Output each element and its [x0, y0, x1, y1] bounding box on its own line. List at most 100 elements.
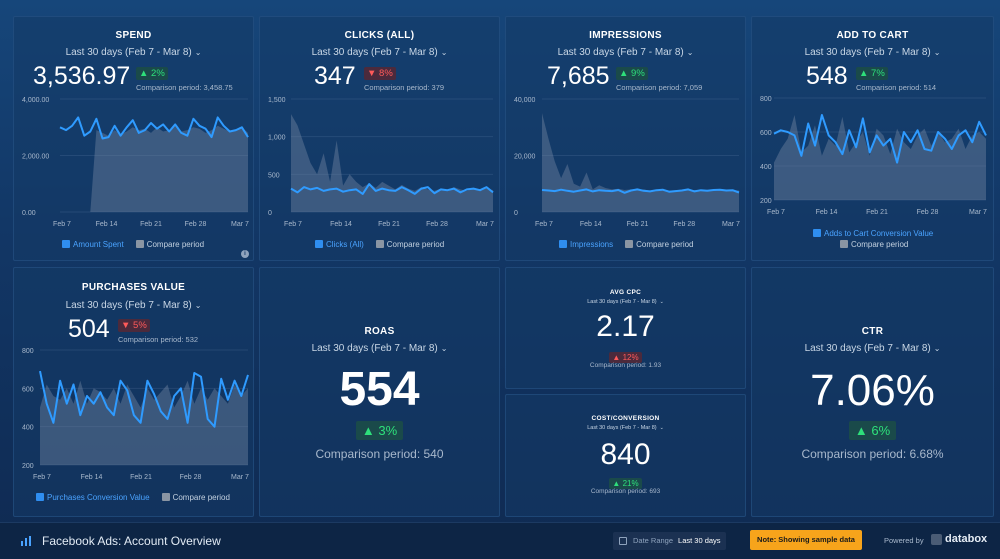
spend-comparison: Comparison period: 3,458.75	[136, 83, 233, 92]
checkbox-checked-icon[interactable]	[375, 240, 384, 248]
y-tick-label: 600	[22, 386, 34, 393]
add-to-cart-change-badge: ▲ 7%	[856, 67, 888, 80]
series-line[interactable]	[773, 114, 987, 164]
avg-cpc-change-badge: ▲ 12%	[609, 352, 642, 363]
avg-cpc-range-dropdown[interactable]: Last 30 days (Feb 7 - Mar 8) ⌄	[506, 299, 745, 305]
x-tick-label: Feb 28	[185, 221, 207, 228]
purchases-range-dropdown[interactable]: Last 30 days (Feb 7 - Mar 8) ⌄	[14, 300, 253, 311]
clicks-range-dropdown[interactable]: Last 30 days (Feb 7 - Mar 8) ⌄	[260, 47, 499, 58]
chevron-down-icon: ⌄	[659, 299, 664, 305]
checkbox-checked-icon[interactable]	[62, 240, 70, 248]
legend-series-clicks[interactable]: Clicks (All)	[326, 240, 364, 249]
legend-series-compare[interactable]: Compare period	[386, 240, 445, 249]
x-tick-label: Feb 14	[330, 221, 352, 228]
roas-range-label: Last 30 days (Feb 7 - Mar 8)	[311, 343, 438, 354]
y-tick-label: 40,000	[514, 97, 536, 104]
x-tick-label: Feb 7	[33, 474, 51, 481]
y-tick-label: 400	[760, 164, 772, 171]
checkbox-checked-icon[interactable]	[625, 240, 634, 248]
checkbox-checked-icon[interactable]	[36, 493, 44, 501]
avg-cpc-tile: AVG CPC Last 30 days (Feb 7 - Mar 8) ⌄ 2.…	[505, 267, 746, 389]
add-to-cart-legend-b: Compare period	[840, 240, 908, 249]
spend-legend: Amount Spent Compare period	[62, 240, 204, 249]
series-line[interactable]	[541, 188, 740, 194]
y-tick-label: 500	[268, 172, 280, 179]
x-tick-label: Feb 14	[96, 221, 118, 228]
legend-series-compare[interactable]: Compare period	[172, 493, 230, 502]
x-tick-label: Feb 28	[426, 221, 448, 228]
legend-series-amount-spent[interactable]: Amount Spent	[73, 240, 124, 249]
roas-comparison: Comparison period: 540	[315, 447, 444, 461]
cost-conversion-tile: COST/CONVERSION Last 30 days (Feb 7 - Ma…	[505, 394, 746, 517]
y-tick-label: 200	[760, 198, 772, 205]
ctr-range-label: Last 30 days (Feb 7 - Mar 8)	[804, 343, 931, 354]
y-tick-label: 800	[760, 96, 772, 103]
ctr-range-dropdown[interactable]: Last 30 days (Feb 7 - Mar 8) ⌄	[752, 343, 993, 354]
series-line[interactable]	[39, 370, 249, 428]
calendar-icon	[619, 537, 627, 545]
x-tick-label: Mar 7	[231, 221, 249, 228]
purchases-comparison: Comparison period: 532	[118, 335, 199, 344]
legend-series-purchases[interactable]: Purchases Conversion Value	[47, 493, 150, 502]
y-tick-label: 1,000	[268, 135, 286, 142]
add-to-cart-value: 548	[806, 62, 848, 90]
checkbox-checked-icon[interactable]	[813, 229, 821, 237]
impressions-comparison: Comparison period: 7,059	[616, 83, 703, 92]
checkbox-checked-icon[interactable]	[161, 493, 170, 501]
spend-tile: SPEND Last 30 days (Feb 7 - Mar 8) ⌄ 3,53…	[13, 16, 254, 261]
y-tick-label: 0	[514, 210, 518, 217]
spend-change-badge: ▲ 2%	[136, 67, 168, 80]
clicks-value: 347	[314, 62, 356, 90]
sample-data-note[interactable]: Note: Showing sample data	[750, 530, 862, 550]
chevron-down-icon: ⌄	[194, 301, 202, 310]
cost-conversion-range-dropdown[interactable]: Last 30 days (Feb 7 - Mar 8) ⌄	[506, 425, 745, 431]
x-tick-label: Feb 21	[140, 221, 162, 228]
y-tick-label: 4,000.00	[22, 97, 49, 104]
legend-series-compare[interactable]: Compare period	[146, 240, 205, 249]
y-tick-label: 400	[22, 425, 34, 432]
impressions-range-label: Last 30 days (Feb 7 - Mar 8)	[557, 47, 684, 58]
legend-series-impressions[interactable]: Impressions	[570, 240, 614, 249]
purchases-chart: 800 600 400 200 Feb 7 Feb 14 Feb 21 Feb 28 Mar 7	[22, 348, 249, 481]
series-line[interactable]	[59, 116, 249, 140]
add-to-cart-range-dropdown[interactable]: Last 30 days (Feb 7 - Mar 8) ⌄	[752, 47, 993, 58]
roas-tile: ROAS Last 30 days (Feb 7 - Mar 8) ⌄ 554 ▲…	[259, 267, 500, 517]
chevron-down-icon: ⌄	[933, 48, 941, 57]
info-icon[interactable]: i	[241, 250, 249, 258]
cost-conversion-comparison: Comparison period: 693	[590, 488, 661, 495]
databox-brand[interactable]: databox	[945, 533, 988, 545]
purchases-title: PURCHASES VALUE	[81, 282, 186, 293]
roas-title: ROAS	[364, 326, 395, 337]
dashboard-title: Facebook Ads: Account Overview	[42, 534, 221, 548]
x-tick-label: Feb 7	[767, 209, 785, 216]
clicks-legend: Clicks (All) Compare period	[315, 240, 444, 249]
spend-range-dropdown[interactable]: Last 30 days (Feb 7 - Mar 8) ⌄	[14, 47, 253, 58]
databox-logo-icon	[931, 534, 942, 545]
y-tick-label: 0	[268, 210, 272, 217]
series-line[interactable]	[290, 183, 494, 195]
checkbox-checked-icon[interactable]	[840, 240, 848, 248]
y-tick-label: 200	[22, 463, 34, 470]
impressions-range-dropdown[interactable]: Last 30 days (Feb 7 - Mar 8) ⌄	[506, 47, 745, 58]
x-tick-label: Feb 21	[866, 209, 888, 216]
legend-series-compare[interactable]: Compare period	[636, 240, 694, 249]
x-tick-label: Mar 7	[722, 221, 740, 228]
roas-range-dropdown[interactable]: Last 30 days (Feb 7 - Mar 8) ⌄	[260, 343, 499, 354]
chevron-down-icon: ⌄	[933, 344, 941, 353]
compare-period-area	[542, 113, 739, 212]
legend-series-add-to-cart[interactable]: Adds to Cart Conversion Value	[824, 229, 934, 238]
x-tick-label: Feb 7	[53, 221, 71, 228]
purchases-tile: PURCHASES VALUE Last 30 days (Feb 7 - Ma…	[13, 267, 254, 517]
checkbox-checked-icon[interactable]	[315, 240, 323, 248]
avg-cpc-value: 2.17	[596, 310, 655, 343]
checkbox-checked-icon[interactable]	[135, 240, 144, 248]
legend-series-compare[interactable]: Compare period	[851, 240, 909, 249]
date-range-selector[interactable]: Date Range Last 30 days	[613, 532, 726, 550]
x-tick-label: Mar 7	[231, 474, 249, 481]
x-tick-label: Feb 21	[130, 474, 152, 481]
checkbox-checked-icon[interactable]	[559, 240, 567, 248]
impressions-value: 7,685	[547, 62, 610, 90]
x-tick-label: Feb 28	[180, 474, 202, 481]
spend-chart: 4,000.00 2,000.00 0.00 Feb 7 Feb 14 Feb 21 Feb…	[22, 97, 249, 228]
ctr-tile: CTR Last 30 days (Feb 7 - Mar 8) ⌄ 7.06% …	[751, 267, 994, 517]
